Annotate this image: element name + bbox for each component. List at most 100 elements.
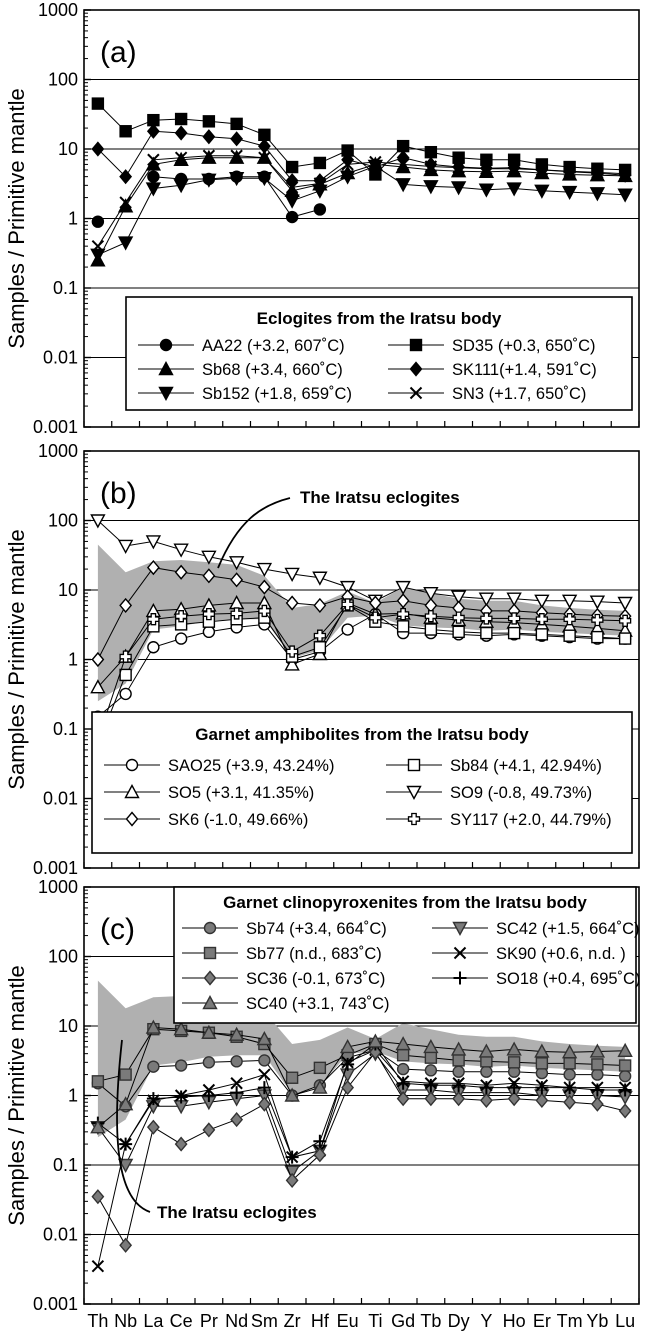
data-point [174,151,188,164]
series-sc40 [90,1019,633,1134]
y-tick-label: 0.01 [43,789,78,809]
data-point [395,178,411,193]
data-point [313,1061,327,1075]
data-point [424,1064,438,1077]
legend-label: SK6 (-1.0, 49.66%) [168,811,308,829]
chart-panel-a: 1000 100 10 1 0.1 0.01 0.001 Samples / Primitiv… [4,0,640,437]
legend-entry: Sb152 (+1.8, 659˚C) [138,385,352,403]
data-point [617,596,633,611]
data-point [424,145,438,159]
data-point [230,1055,243,1068]
series-sy117 [91,598,632,746]
legend-marker [453,946,467,960]
legend-label: SC36 (-0.1, 673˚C) [246,970,385,988]
data-point [257,1081,271,1095]
data-point [563,629,576,642]
y-tick-label: 1 [68,1086,78,1106]
data-point [145,1019,162,1034]
data-point [119,650,132,663]
data-point [452,161,465,174]
series-line [97,157,626,261]
legend-marker [158,386,174,401]
data-point [313,203,327,216]
y-tick-label: 100 [48,511,78,531]
annotation-pointer [116,1039,151,1213]
x-tick-label: Er [533,1311,551,1331]
y-tick-label: 100 [48,947,78,967]
data-point [117,1096,134,1111]
legend-marker [409,386,423,400]
legend-label: SK111(+1.4, 591˚C) [452,361,597,379]
data-point [589,595,606,610]
y-axis-label: Samples / Primitive mantle [4,965,29,1225]
data-point [146,560,160,576]
data-point [256,562,273,578]
data-point [341,623,354,636]
data-point [589,187,606,202]
data-point [341,598,354,611]
data-point [284,194,300,209]
x-tick-label: Zr [284,1311,301,1331]
data-point [478,592,495,607]
data-point [506,592,522,607]
data-point [230,117,243,131]
data-point [285,595,299,611]
data-point [202,568,216,584]
legend-box [173,886,637,1024]
data-point [91,97,105,110]
legend-label: SN3 (+1.7, 650˚C) [452,385,586,403]
data-point [202,1122,216,1138]
legend: Garnet amphibolites from the Iratsu body… [91,711,633,854]
data-point [117,236,134,251]
data-point [174,125,188,141]
data-point [313,629,327,642]
x-tick-label: Th [87,1311,108,1331]
data-point [535,613,549,626]
data-point [618,632,632,645]
y-tick-label: 0.01 [43,348,78,368]
data-point [174,1059,188,1072]
data-point [617,188,633,203]
legend-marker [407,812,421,826]
data-point [174,1136,188,1152]
data-point [285,181,299,194]
data-point [618,1083,632,1097]
legend-marker [453,971,467,985]
x-tick-label: Lu [615,1311,635,1331]
y-axis-label: Samples / Primitive mantle [4,88,29,348]
data-point [258,151,271,164]
panel-label: (b) [100,477,137,510]
x-tick-label: Ce [170,1311,193,1331]
data-point [452,611,465,624]
data-point [284,1087,300,1102]
data-point [369,155,382,169]
data-point [145,535,162,550]
y-tick-label: 10 [58,139,78,159]
data-point [423,1038,439,1054]
data-point [396,1091,410,1107]
data-point [312,571,328,586]
data-point [535,628,549,641]
x-tick-label: Hf [311,1311,330,1331]
data-point [450,1041,467,1056]
x-tick-label: Dy [448,1311,470,1331]
x-tick-label: Tb [420,1311,441,1331]
data-point [591,1058,604,1071]
data-point [396,1076,410,1090]
data-point [90,514,106,529]
data-point [174,610,188,623]
y-tick-label: 1 [68,650,78,670]
x-tick-label: Y [480,1311,492,1331]
x-tick-label: Eu [337,1311,359,1331]
series-sc36 [91,1044,632,1253]
legend-entry: SN3 (+1.7, 650˚C) [388,385,586,403]
legend-marker [125,811,139,827]
data-point [480,626,493,640]
series-so9 [90,514,633,611]
legend-label: SAO25 (+3.9, 43.24%) [168,757,334,775]
data-point [256,172,273,187]
eclogite-range-band [97,544,626,702]
y-tick-label: 100 [48,70,78,90]
data-point [313,1134,327,1148]
data-point [563,1081,577,1095]
